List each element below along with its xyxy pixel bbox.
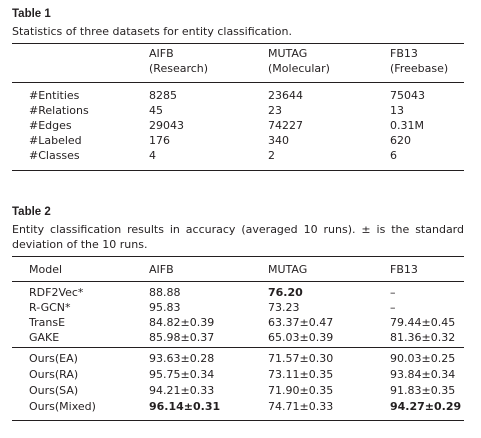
table1-cell: 2	[268, 149, 275, 162]
table2-header-model: Model	[29, 263, 63, 276]
table2-cell: 90.03±0.25	[390, 352, 456, 365]
table1-bottom-rule	[12, 170, 464, 172]
table2-cell: –	[390, 301, 396, 314]
table2-cell: 71.90±0.35	[268, 384, 334, 397]
table1-cell: 23644	[268, 89, 303, 102]
table2-cell: 85.98±0.37	[149, 331, 215, 344]
table1-cell: 4	[149, 149, 156, 162]
table2-model-name: R-GCN*	[29, 301, 71, 314]
table1-cell: 620	[390, 134, 411, 147]
table2-cell: 65.03±0.39	[268, 331, 334, 344]
table2-model-name: Ours(Mixed)	[29, 400, 96, 413]
table2-header-fb13: FB13	[390, 263, 418, 276]
table1-header-fb13-sub: (Freebase)	[390, 62, 449, 75]
table2-cell: 93.84±0.34	[390, 368, 456, 381]
table2-bottom-rule	[12, 420, 464, 422]
table2-cell: 88.88	[149, 286, 181, 299]
table1-cell: 8285	[149, 89, 177, 102]
table1-row-label: #Entities	[29, 89, 80, 102]
table2-model-name: GAKE	[29, 331, 60, 344]
table2-header-mutag: MUTAG	[268, 263, 308, 276]
table1-header-rule	[12, 82, 464, 83]
table1-header-aifb-sub: (Research)	[149, 62, 209, 75]
table1-cell: 0.31M	[390, 119, 424, 132]
table1-caption: Statistics of three datasets for entity …	[12, 25, 292, 38]
table2-caption-line1: Entity classification results in accurac…	[12, 223, 464, 236]
table2-cell: 93.63±0.28	[149, 352, 215, 365]
table1-cell: 74227	[268, 119, 303, 132]
table2-top-rule	[12, 256, 464, 258]
table2-cell: 96.14±0.31	[149, 400, 221, 413]
table2-cell: 63.37±0.47	[268, 316, 334, 329]
table2-cell: 94.27±0.29	[390, 400, 462, 413]
table2-group-rule	[12, 347, 464, 348]
table1-cell: 45	[149, 104, 163, 117]
table2-model-name: TransE	[29, 316, 66, 329]
table2-cell: 79.44±0.45	[390, 316, 456, 329]
table1-label: Table 1	[12, 8, 51, 20]
table1-cell: 176	[149, 134, 170, 147]
table2-cell: 91.83±0.35	[390, 384, 456, 397]
table1-header-mutag: MUTAG	[268, 47, 308, 60]
table2-cell: 73.23	[268, 301, 300, 314]
table2-model-name: Ours(SA)	[29, 384, 79, 397]
table1-row-label: #Relations	[29, 104, 89, 117]
table1-cell: 13	[390, 104, 404, 117]
table2-cell: 95.75±0.34	[149, 368, 215, 381]
table2-model-name: RDF2Vec*	[29, 286, 84, 299]
table2-cell: 95.83	[149, 301, 181, 314]
table2-header-rule	[12, 281, 464, 282]
table2-cell: 81.36±0.32	[390, 331, 456, 344]
table2-cell: 74.71±0.33	[268, 400, 334, 413]
table1-row-label: #Classes	[29, 149, 80, 162]
table1-row-label: #Edges	[29, 119, 72, 132]
table2-cell: –	[390, 286, 396, 299]
table1-header-aifb: AIFB	[149, 47, 174, 60]
table1-row-label: #Labeled	[29, 134, 82, 147]
table1-cell: 75043	[390, 89, 425, 102]
table1-header-fb13: FB13	[390, 47, 418, 60]
table2-cell: 71.57±0.30	[268, 352, 334, 365]
table1-cell: 29043	[149, 119, 184, 132]
table2-cell: 76.20	[268, 286, 303, 299]
table2-caption-line2: deviation of the 10 runs.	[12, 238, 148, 251]
table2-cell: 73.11±0.35	[268, 368, 334, 381]
table2-cell: 94.21±0.33	[149, 384, 215, 397]
table2-header-aifb: AIFB	[149, 263, 174, 276]
table1-header-mutag-sub: (Molecular)	[268, 62, 330, 75]
table2-cell: 84.82±0.39	[149, 316, 215, 329]
table2-model-name: Ours(RA)	[29, 368, 79, 381]
table1-cell: 340	[268, 134, 289, 147]
table2-label: Table 2	[12, 206, 51, 218]
table1-cell: 6	[390, 149, 397, 162]
table1-cell: 23	[268, 104, 282, 117]
table1-top-rule	[12, 43, 464, 45]
table2-model-name: Ours(EA)	[29, 352, 78, 365]
